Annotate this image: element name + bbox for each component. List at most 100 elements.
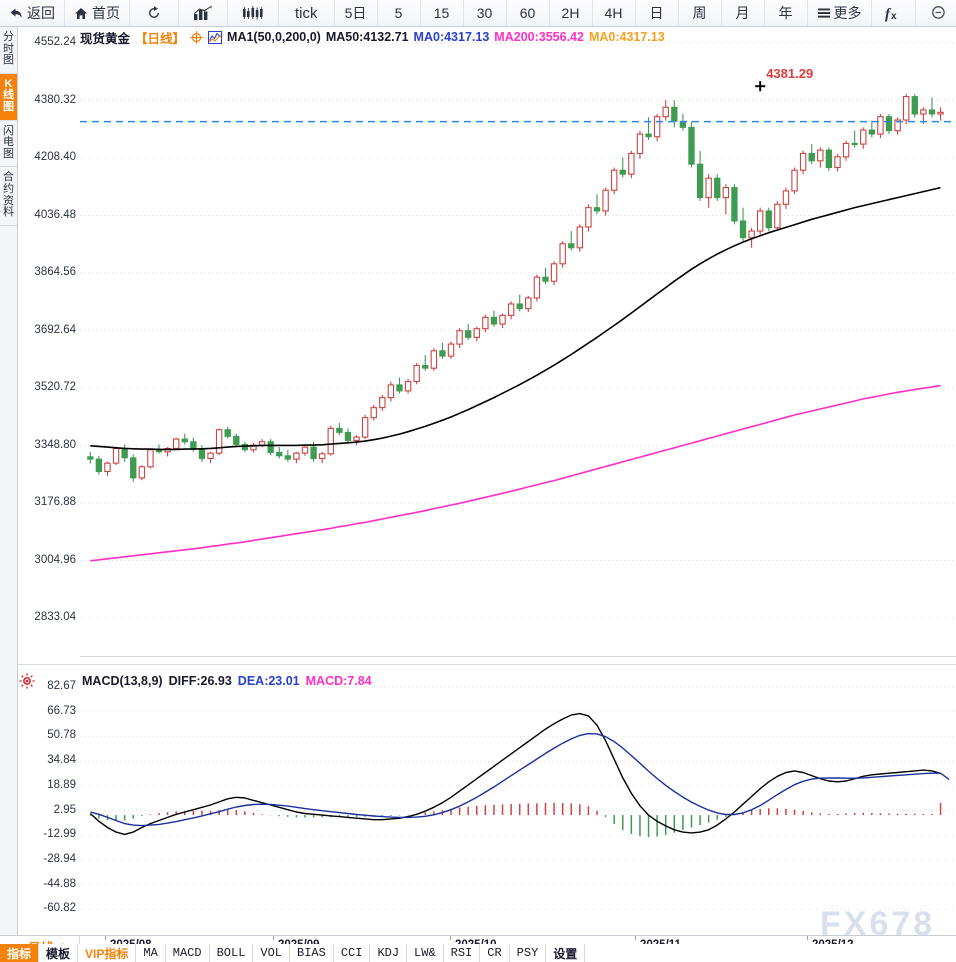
- indicator-item-cr[interactable]: CR: [480, 944, 510, 962]
- price-axis-tick-label: 3864.56: [34, 266, 76, 278]
- indicator-bar: 指标 模板 VIP指标 MA MACD BOLL VOL BIAS CCI KDJ LW& RSI CR…: [0, 944, 956, 962]
- sidebar-item-label: K线图: [3, 77, 14, 113]
- back-button[interactable]: 返回: [0, 0, 65, 26]
- indicator-item-[interactable]: 模板: [39, 944, 79, 962]
- price-y-axis: 4552.24 4380.32 4208.40 4036.48 3864.56 3692.…: [18, 27, 80, 657]
- indicator-item-boll[interactable]: BOLL: [210, 944, 254, 962]
- indicator-item-[interactable]: 设置: [546, 944, 586, 962]
- period-label: 月: [735, 5, 750, 21]
- crosshair-icon[interactable]: [190, 30, 203, 44]
- indicator-item-label: 设置: [553, 946, 578, 961]
- period-label: 日: [649, 5, 664, 21]
- indicator-item-kdj[interactable]: KDJ: [370, 944, 408, 962]
- indicator-item-label: MACD: [172, 946, 202, 960]
- more-label: 更多: [833, 5, 862, 21]
- macd-diff-value: DIFF:26.93: [168, 674, 232, 688]
- period-month[interactable]: 月: [722, 0, 765, 26]
- indicator-item-label: 模板: [46, 946, 71, 961]
- indicator-item-rsi[interactable]: RSI: [444, 944, 481, 962]
- x-axis-tick: [105, 936, 106, 940]
- period-label: 周: [692, 5, 707, 21]
- zoom-out-icon: [931, 6, 945, 19]
- candlestick-chart-button[interactable]: [179, 0, 228, 26]
- indicator-item-[interactable]: 指标: [0, 944, 40, 962]
- hamburger-icon: [817, 8, 830, 18]
- period-15[interactable]: 15: [421, 0, 464, 26]
- price-axis-tick-label: 4036.48: [34, 208, 76, 221]
- indicator-item-label: CCI: [340, 946, 363, 960]
- price-axis-tick-label: 4380.32: [34, 93, 76, 106]
- period-5[interactable]: 5: [378, 0, 421, 26]
- macd-axis-tick-label: -44.88: [43, 877, 76, 890]
- period-5d[interactable]: 5日: [335, 0, 378, 26]
- macd-chart-pane[interactable]: [80, 672, 956, 925]
- macd-svg: [80, 686, 956, 910]
- home-label: 首页: [92, 5, 120, 21]
- x-axis-tick: [807, 936, 808, 940]
- svg-text:x: x: [891, 11, 897, 22]
- svg-text:f: f: [885, 6, 892, 22]
- volume-bars-button[interactable]: [228, 0, 279, 26]
- period-year[interactable]: 年: [765, 0, 808, 26]
- instrument-period: 【日线】: [135, 31, 186, 46]
- formula-button[interactable]: f x: [872, 0, 916, 26]
- price-axis-tick-label: 3176.88: [34, 496, 76, 508]
- indicator-item-label: VOL: [260, 946, 283, 960]
- ma0-blue-value: MA0:4317.13: [413, 30, 490, 44]
- sidebar-item-kline[interactable]: K线图: [0, 73, 17, 121]
- price-axis-tick-label: 2833.04: [34, 611, 76, 623]
- macd-legend: MACD(13,8,9) DIFF:26.93 DEA:23.01 MACD:7…: [82, 672, 372, 690]
- home-button[interactable]: 首页: [65, 0, 130, 26]
- macd-title: MACD(13,8,9): [82, 674, 163, 688]
- macd-axis-tick-label: -28.94: [43, 852, 76, 865]
- indicator-item-vip[interactable]: VIP指标: [78, 944, 137, 962]
- macd-axis-tick-label: 2.95: [53, 803, 76, 816]
- indicator-item-lw[interactable]: LW&: [407, 944, 444, 962]
- period-day[interactable]: 日: [636, 0, 679, 26]
- sidebar-item-timeshare[interactable]: 分时图: [0, 27, 17, 74]
- zoom-out-button[interactable]: [916, 0, 956, 26]
- period-30[interactable]: 30: [464, 0, 507, 26]
- indicator-item-cci[interactable]: CCI: [334, 944, 371, 962]
- price-candlestick-svg: 4381.29: [80, 42, 956, 619]
- indicator-item-label: CR: [487, 946, 502, 960]
- tick-label: tick: [295, 4, 318, 22]
- chart-area: 现货黄金 【日线】 MA1(50,0,200,0) MA50:4132.71 M…: [18, 27, 956, 935]
- sidebar-item-lightning[interactable]: 闪电图: [0, 121, 17, 168]
- price-axis-tick-label: 4208.40: [34, 151, 76, 163]
- sidebar-item-contract-info[interactable]: 合约资料: [0, 167, 17, 226]
- period-label: 2H: [561, 5, 580, 21]
- indicator-item-bias[interactable]: BIAS: [290, 944, 334, 962]
- price-axis-tick-label: 3692.64: [34, 323, 76, 336]
- period-2h[interactable]: 2H: [550, 0, 593, 26]
- indicator-item-label: LW&: [414, 946, 436, 960]
- x-axis-tick: [635, 936, 636, 940]
- period-4h[interactable]: 4H: [593, 0, 636, 26]
- ma200-value: MA200:3556.42: [494, 30, 584, 44]
- settings-sun-icon: [19, 673, 35, 689]
- sidebar-item-label: 合约资料: [3, 171, 14, 219]
- left-sidebar: 分时图 K线图 闪电图 合约资料: [0, 27, 18, 935]
- macd-axis-tick-label: 66.73: [47, 704, 76, 717]
- macd-settings-button[interactable]: [18, 672, 36, 690]
- period-60[interactable]: 60: [507, 0, 550, 26]
- macd-axis-tick-label: 82.67: [47, 680, 76, 692]
- indicator-item-psy[interactable]: PSY: [510, 944, 547, 962]
- indicator-item-vol[interactable]: VOL: [253, 944, 291, 962]
- price-axis-tick-label: 4552.24: [34, 36, 76, 48]
- indicator-item-ma[interactable]: MA: [136, 944, 166, 962]
- period-label: 4H: [604, 5, 623, 21]
- tab-tick[interactable]: tick: [279, 0, 335, 26]
- price-chart-pane[interactable]: 4381.29: [80, 27, 956, 657]
- refresh-button[interactable]: [130, 0, 179, 26]
- mini-chart-icon[interactable]: [208, 30, 223, 44]
- instrument-name: 现货黄金: [80, 31, 131, 46]
- price-axis-tick-label: 3348.80: [34, 438, 76, 451]
- indicator-item-macd[interactable]: MACD: [166, 944, 210, 962]
- macd-macd-value: MACD:7.84: [305, 674, 372, 688]
- sidebar-item-label: 闪电图: [3, 124, 14, 160]
- refresh-icon: [149, 6, 159, 18]
- more-button[interactable]: 更多: [808, 0, 872, 26]
- indicator-item-label: RSI: [450, 946, 473, 960]
- period-week[interactable]: 周: [679, 0, 722, 26]
